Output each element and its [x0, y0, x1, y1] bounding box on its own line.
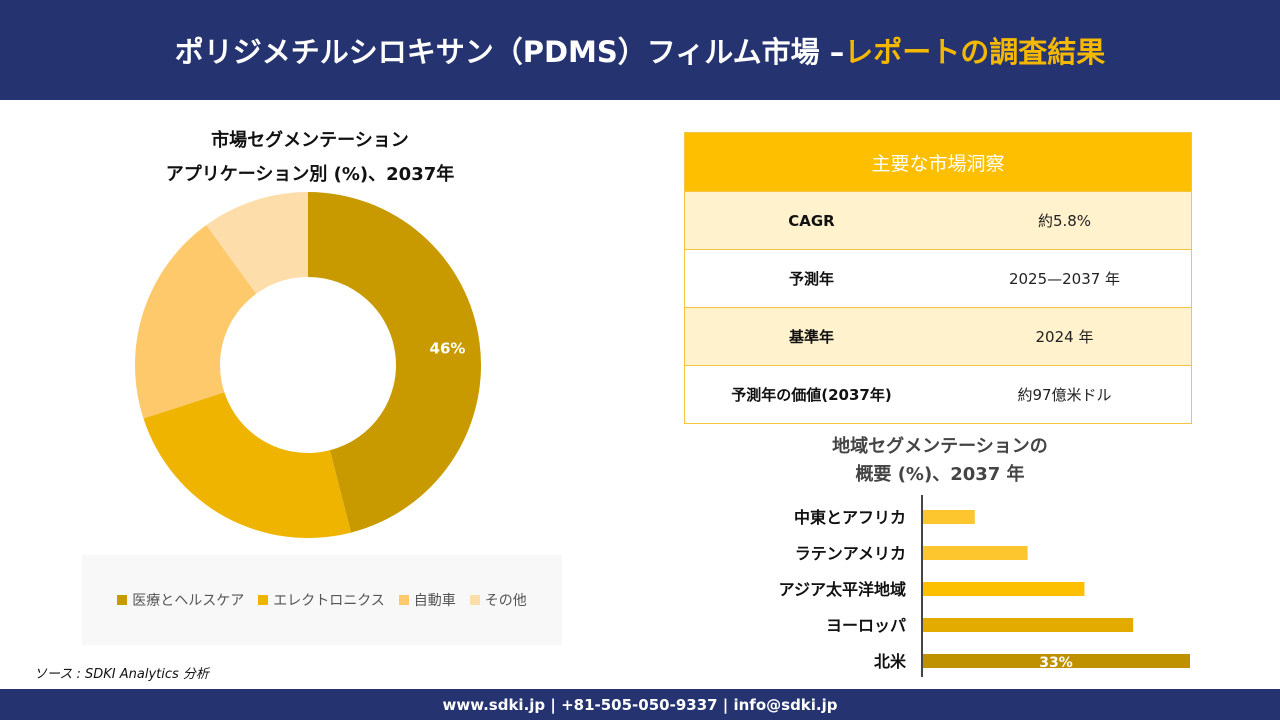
legend-label: 医療とヘルスケア — [132, 593, 245, 609]
donut-slice — [308, 192, 481, 533]
donut-slice — [143, 392, 352, 538]
page-title-accent: レポートの調査結果 — [844, 35, 1106, 69]
donut-legend: 医療とヘルスケア エレクトロニクス 自動車 その他 — [82, 555, 562, 645]
bar — [922, 654, 1190, 668]
legend-label: エレクトロニクス — [273, 593, 385, 609]
legend-item: 医療とヘルスケア — [117, 590, 244, 610]
donut-slice — [206, 192, 308, 294]
row-value: 2024 年 — [1035, 328, 1094, 346]
legend-item: 自動車 — [398, 590, 456, 610]
legend-label: 自動車 — [413, 593, 456, 609]
insights-row: 基準年 2024 年 — [685, 307, 1191, 365]
legend-label: その他 — [484, 593, 527, 609]
donut-title-line1: 市場セグメンテーション — [211, 130, 409, 151]
bar-category-label: アジア太平洋地域 — [779, 580, 906, 599]
donut-slice — [135, 225, 257, 419]
bar-category-label: 中東とアフリカ — [794, 508, 906, 527]
region-title-line1: 地域セグメンテーションの — [832, 436, 1048, 457]
row-key: 基準年 — [788, 328, 834, 346]
row-value: 2025—2037 年 — [1008, 270, 1121, 288]
bar — [922, 618, 1134, 632]
legend-swatch — [258, 595, 269, 605]
row-key: 予測年の価値(2037年) — [731, 386, 892, 404]
row-key: CAGR — [788, 211, 835, 230]
insights-row: CAGR 約5.8% — [685, 191, 1191, 249]
row-key: 予測年 — [788, 270, 834, 288]
region-title-line2: 概要 (%)、2037 年 — [855, 464, 1025, 485]
insights-title: 主要な市場洞察 — [685, 133, 1191, 191]
insights-table: 主要な市場洞察 CAGR 約5.8% 予測年 2025—2037 年 基準年 2024… — [684, 132, 1192, 424]
legend-swatch — [469, 595, 480, 605]
donut-data-label: 46% — [430, 340, 466, 358]
row-value: 約5.8% — [1037, 212, 1092, 230]
legend-swatch — [117, 595, 128, 605]
region-chart-title: 地域セグメンテーションの 概要 (%)、2037 年 — [760, 433, 1120, 489]
bar — [922, 546, 1028, 560]
bar-category-label: ヨーロッパ — [826, 616, 906, 635]
source-note: ソース : SDKI Analytics 分析 — [34, 667, 209, 682]
row-value: 約97億米ドル — [1017, 386, 1112, 404]
bar — [922, 582, 1085, 596]
page-title: ポリジメチルシロキサン（PDMS）フィルム市場 – — [174, 35, 845, 69]
insights-row: 予測年の価値(2037年) 約97億米ドル — [685, 365, 1191, 423]
footer-contact: www.sdki.jp | +81-505-050-9337 | info@sd… — [0, 689, 1280, 720]
bar — [922, 510, 975, 524]
donut-title-line2: アプリケーション別 (%)、2037年 — [165, 164, 455, 185]
donut-chart: 46% — [135, 192, 481, 538]
bar-category-label: 北米 — [874, 652, 907, 671]
bar-data-label: 33% — [1039, 655, 1073, 671]
legend-item: エレクトロニクス — [258, 590, 385, 610]
legend-item: その他 — [469, 590, 527, 610]
insights-row: 予測年 2025—2037 年 — [685, 249, 1191, 307]
legend-swatch — [398, 595, 409, 605]
page-header: ポリジメチルシロキサン（PDMS）フィルム市場 – レポートの調査結果 — [0, 0, 1280, 100]
bar-category-label: ラテンアメリカ — [795, 544, 906, 563]
